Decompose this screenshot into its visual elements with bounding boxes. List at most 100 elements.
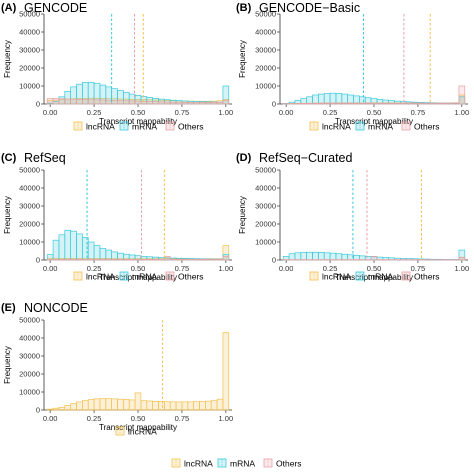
x-tick-label: 1.00 — [455, 264, 470, 273]
histogram-bar-mRNA — [117, 252, 124, 261]
series-mRNA — [282, 92, 466, 105]
histogram-bar-mRNA — [323, 93, 331, 105]
histogram-bar-lncRNA — [128, 399, 136, 411]
histogram-bar-mRNA — [111, 251, 118, 261]
histogram-bar-mRNA — [76, 233, 83, 261]
y-tick-label: 50000 — [19, 10, 40, 19]
histogram-bar-Others — [210, 259, 218, 261]
legend-label-lncRNA: lncRNA — [86, 272, 115, 282]
histogram-bar-Others — [318, 102, 325, 105]
histogram-bar-Others — [123, 259, 130, 261]
x-tick-label: 0.25 — [323, 108, 338, 117]
y-tick-label: 50000 — [19, 166, 40, 175]
y-axis-title: Frequency — [3, 346, 12, 384]
histogram-bar-mRNA — [70, 230, 77, 261]
histogram-bar-Others — [76, 259, 83, 261]
x-tick-label: 0.50 — [131, 414, 146, 423]
histogram-bar-Others — [435, 102, 442, 105]
y-tick-label: 0 — [36, 406, 40, 415]
legend-label-mRNA: mRNA — [230, 459, 255, 469]
x-tick-label: 0.00 — [43, 414, 58, 423]
histogram-bar-Others — [364, 102, 372, 105]
histogram-bar-lncRNA — [140, 400, 148, 411]
histogram-bar-lncRNA — [93, 398, 101, 411]
histogram-bar-Others — [111, 259, 118, 261]
y-tick-label: 10000 — [255, 238, 276, 247]
x-tick-label: 1.00 — [219, 414, 234, 423]
histogram-bar-Others — [82, 99, 89, 105]
histogram-bar-Others — [152, 101, 159, 105]
x-tick-label: 0.75 — [411, 264, 426, 273]
histogram-bar-Others — [347, 102, 354, 105]
histogram-bar-lncRNA — [158, 401, 165, 411]
x-tick-label: 0.25 — [87, 264, 102, 273]
panel-letter: (B) — [236, 2, 252, 14]
x-tick-label: 0.25 — [87, 108, 102, 117]
histogram-bar-lncRNA — [52, 407, 60, 411]
histogram-bar-Others — [140, 259, 148, 261]
x-tick-label: 1.00 — [455, 108, 470, 117]
histogram-bar-Others — [441, 102, 448, 105]
histogram-bar-Others — [210, 102, 218, 105]
histogram-bar-Others — [52, 98, 60, 105]
y-tick-label: 40000 — [19, 184, 40, 193]
histogram-bar-Others — [105, 99, 112, 105]
histogram-bar-mRNA — [306, 96, 313, 105]
x-tick-label: 0.50 — [131, 264, 146, 273]
legend-label-lncRNA: lncRNA — [322, 272, 351, 282]
chart-panel-2: (B) GENCODE−Basic 0 10000 20000 30000 40000 500… — [236, 1, 469, 132]
histogram-bar-mRNA — [105, 249, 112, 261]
y-tick-label: 20000 — [19, 370, 40, 379]
histogram-bar-Others — [187, 102, 194, 105]
panel-title: RefSeq — [24, 151, 66, 165]
x-tick-label: 0.25 — [87, 414, 102, 423]
y-tick-label: 40000 — [19, 28, 40, 37]
histogram-bar-lncRNA — [164, 401, 171, 411]
x-tick-label: 0.75 — [175, 108, 190, 117]
y-tick-label: 0 — [272, 256, 276, 265]
series-Others — [46, 98, 230, 105]
legend-label-lncRNA: lncRNA — [322, 122, 351, 132]
histogram-bar-Others — [205, 102, 212, 105]
x-tick-label: 0.50 — [367, 264, 382, 273]
histogram-bar-lncRNA — [87, 399, 95, 411]
histogram-bar-lncRNA — [111, 398, 118, 411]
chart-panel-4: (D) RefSeq−Curated 0 10000 20000 30000 40000 50… — [236, 151, 469, 282]
histogram-bar-Others — [312, 102, 319, 105]
histogram-bar-Others — [70, 259, 77, 261]
x-tick-label: 0.00 — [43, 108, 58, 117]
y-tick-label: 0 — [36, 256, 40, 265]
histogram-bar-lncRNA — [58, 406, 66, 411]
histogram-bar-lncRNA — [64, 405, 71, 411]
panel-letter: (D) — [236, 152, 252, 164]
histogram-bar-Others — [181, 102, 189, 105]
histogram-bar-lncRNA — [76, 401, 83, 411]
y-tick-label: 50000 — [19, 316, 40, 325]
y-axis-title: Frequency — [238, 196, 247, 234]
histogram-bar-Others — [300, 103, 307, 105]
legend-label-lncRNA: lncRNA — [86, 122, 115, 132]
y-tick-label: 40000 — [255, 184, 276, 193]
histogram-bar-lncRNA — [117, 398, 124, 411]
histogram-bar-Others — [158, 259, 165, 261]
histogram-bar-Others — [99, 259, 107, 261]
histogram-bar-Others — [52, 259, 60, 261]
legend-label-Others: Others — [178, 272, 204, 282]
chart-panel-1: (A) GENCODE 0 10000 20000 30000 40000 50000 0.00… — [1, 1, 233, 132]
legend-label-mRNA: mRNA — [368, 122, 393, 132]
histogram-bar-lncRNA — [205, 400, 212, 411]
y-tick-label: 20000 — [19, 64, 40, 73]
histogram-bar-Others — [164, 101, 171, 105]
histogram-bar-Others — [93, 259, 101, 261]
histogram-bar-lncRNA — [146, 400, 153, 411]
x-axis-title: Transcript mappability — [99, 423, 177, 432]
chart-panel-3: (C) RefSeq 0 10000 20000 30000 40000 50000 0.00 0… — [1, 151, 233, 282]
histogram-bar-mRNA — [87, 241, 95, 261]
histogram-bar-Others — [222, 256, 230, 261]
histogram-bar-lncRNA — [46, 408, 54, 411]
y-tick-label: 10000 — [19, 82, 40, 91]
histogram-bar-lncRNA — [99, 398, 107, 411]
x-axis-title: Transcript mappability — [99, 117, 177, 126]
histogram-bar-Others — [199, 259, 206, 261]
histogram-bar-mRNA — [93, 245, 101, 261]
